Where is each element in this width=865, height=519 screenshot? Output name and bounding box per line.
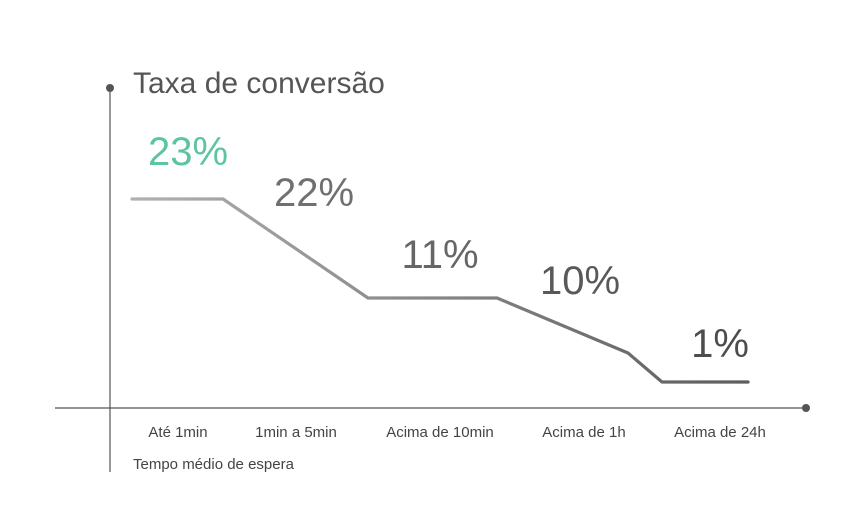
- x-tick-label-1: Até 1min: [148, 424, 207, 441]
- value-label-4: 10%: [540, 259, 620, 303]
- x-tick-label-3: Acima de 10min: [386, 424, 494, 441]
- conversion-line: [130, 197, 750, 384]
- x-tick-label-2: 1min a 5min: [255, 424, 337, 441]
- chart-title: Taxa de conversão: [133, 67, 385, 100]
- series-line: [130, 197, 750, 384]
- value-label-5: 1%: [691, 322, 749, 366]
- value-label-2: 22%: [274, 171, 354, 215]
- x-axis-end-dot: [802, 404, 810, 412]
- x-tick-label-4: Acima de 1h: [542, 424, 625, 441]
- y-axis-end-dot: [106, 84, 114, 92]
- x-tick-labels: Até 1min 1min a 5min Acima de 10min Acima d…: [148, 424, 765, 441]
- x-axis-label: Tempo médio de espera: [133, 456, 295, 473]
- x-tick-label-5: Acima de 24h: [674, 424, 766, 441]
- value-label-3: 11%: [401, 233, 478, 277]
- value-label-1: 23%: [148, 130, 228, 174]
- value-labels: 23% 22% 11% 10% 1%: [148, 130, 749, 366]
